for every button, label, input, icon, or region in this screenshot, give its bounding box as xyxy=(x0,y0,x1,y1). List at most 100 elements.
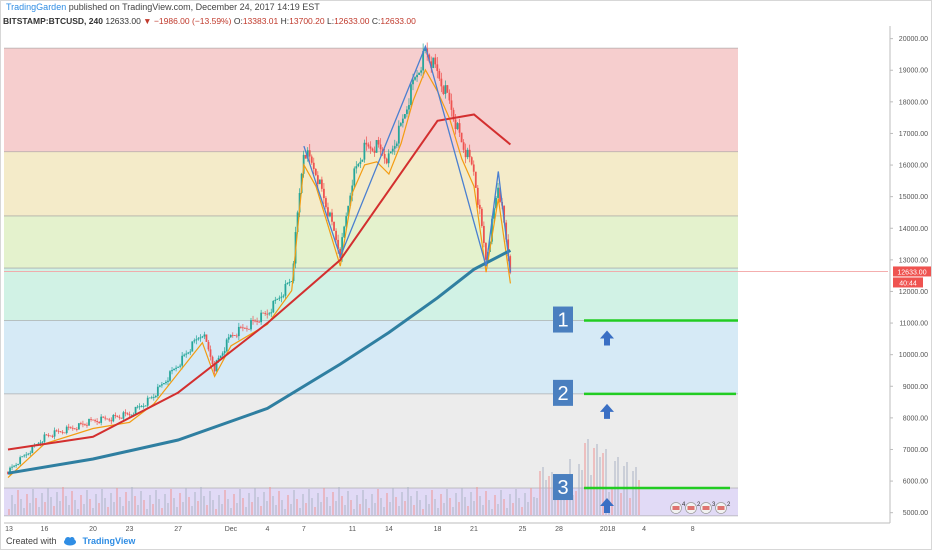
candle-body xyxy=(308,150,311,157)
high-label: H: xyxy=(280,16,290,26)
candle-body xyxy=(136,406,139,408)
candle-body xyxy=(207,341,210,350)
volume-bar xyxy=(335,501,337,515)
candle-body xyxy=(333,221,335,231)
target-label-box xyxy=(553,474,573,501)
candle-body xyxy=(288,282,291,283)
candle-body xyxy=(82,423,84,425)
candle-body xyxy=(116,415,119,417)
candle-body xyxy=(466,149,469,158)
candle-body xyxy=(266,313,269,315)
volume-bar xyxy=(119,497,121,515)
x-tick-label: 23 xyxy=(126,526,134,533)
volume-bar xyxy=(11,495,13,515)
volume-bar xyxy=(173,498,175,515)
candle-body xyxy=(211,356,214,365)
volume-bar xyxy=(449,498,451,515)
volume-bar xyxy=(221,504,223,515)
countdown-tag-text: 40:44 xyxy=(899,280,917,287)
target-2: 2 xyxy=(553,379,736,419)
volume-bar xyxy=(452,507,454,515)
volume-bar xyxy=(194,492,196,515)
candle-body xyxy=(495,197,497,209)
fib-band xyxy=(4,215,738,269)
candle-body xyxy=(379,144,382,150)
volume-bar xyxy=(518,498,520,515)
last-price-tag: 12633.00 40:44 xyxy=(893,266,931,288)
volume-bar xyxy=(431,490,433,515)
candle-body xyxy=(414,77,416,80)
close-value: 12633.00 xyxy=(380,16,416,26)
candle-body xyxy=(410,84,412,106)
volume-bars xyxy=(8,439,640,515)
candle-body xyxy=(276,298,279,300)
volume-bar xyxy=(296,499,298,515)
volume-bar xyxy=(86,490,88,515)
open-value: 13383.01 xyxy=(242,16,279,26)
volume-bar xyxy=(395,497,397,515)
candle-body xyxy=(69,427,72,429)
volume-bar xyxy=(44,502,46,515)
candle-body xyxy=(246,328,248,330)
volume-bar xyxy=(566,486,568,515)
volume-bar xyxy=(371,494,373,515)
candle-body xyxy=(231,334,234,336)
volume-bar xyxy=(320,502,322,515)
candle-body xyxy=(19,457,22,465)
candle-body xyxy=(385,158,388,164)
volume-bar xyxy=(392,488,394,515)
volume-bar xyxy=(368,508,370,515)
target-label-box xyxy=(553,306,573,333)
volume-bar xyxy=(533,497,535,515)
tradingview-brand[interactable]: TradingView xyxy=(82,536,136,546)
candle-body xyxy=(55,430,58,432)
volume-bar xyxy=(299,508,301,515)
candle-body xyxy=(491,218,493,242)
volume-bar xyxy=(374,503,376,515)
candle-body xyxy=(355,166,358,169)
volume-bar xyxy=(575,491,577,515)
candle-body xyxy=(15,464,17,466)
volume-bar xyxy=(290,504,292,515)
volume-bar xyxy=(590,475,592,515)
candle-body xyxy=(203,334,206,337)
published-text: published on TradingView.com, December 2… xyxy=(68,2,320,12)
volume-bar xyxy=(314,507,316,515)
symbol-label[interactable]: BITSTAMP:BTCUSD, 240 xyxy=(3,16,103,26)
candle-body xyxy=(43,434,46,442)
candle-body xyxy=(361,159,364,162)
volume-bar xyxy=(443,503,445,515)
volume-bar xyxy=(428,504,430,515)
candle-body xyxy=(118,416,121,418)
volume-bar xyxy=(506,508,508,515)
candle-body xyxy=(256,321,258,322)
candle-body xyxy=(480,208,483,226)
candle-body xyxy=(404,114,406,119)
volume-bar xyxy=(407,487,409,515)
candle-body xyxy=(27,453,30,455)
volume-bar xyxy=(461,488,463,515)
volume-bar xyxy=(380,498,382,515)
author-link[interactable]: TradingGarden xyxy=(6,2,67,12)
candle-body xyxy=(365,142,368,145)
candle-body xyxy=(505,222,508,240)
event-count: 2 xyxy=(727,502,731,508)
y-tick-label: 8000.00 xyxy=(903,415,928,422)
candle-body xyxy=(98,421,101,423)
volume-bar xyxy=(77,509,79,515)
publication-header: TradingGarden published on TradingView.c… xyxy=(6,2,320,12)
candle-body xyxy=(152,397,155,398)
volume-bar xyxy=(344,505,346,515)
volume-bar xyxy=(446,489,448,515)
volume-bar xyxy=(17,490,19,515)
candle-body xyxy=(171,370,173,372)
volume-bar xyxy=(530,488,532,515)
volume-bar xyxy=(338,487,340,515)
volume-bar xyxy=(500,490,502,515)
candle-body xyxy=(452,109,455,120)
volume-bar xyxy=(65,496,67,515)
candle-body xyxy=(237,326,240,337)
volume-bar xyxy=(188,497,190,515)
candle-body xyxy=(110,420,113,422)
